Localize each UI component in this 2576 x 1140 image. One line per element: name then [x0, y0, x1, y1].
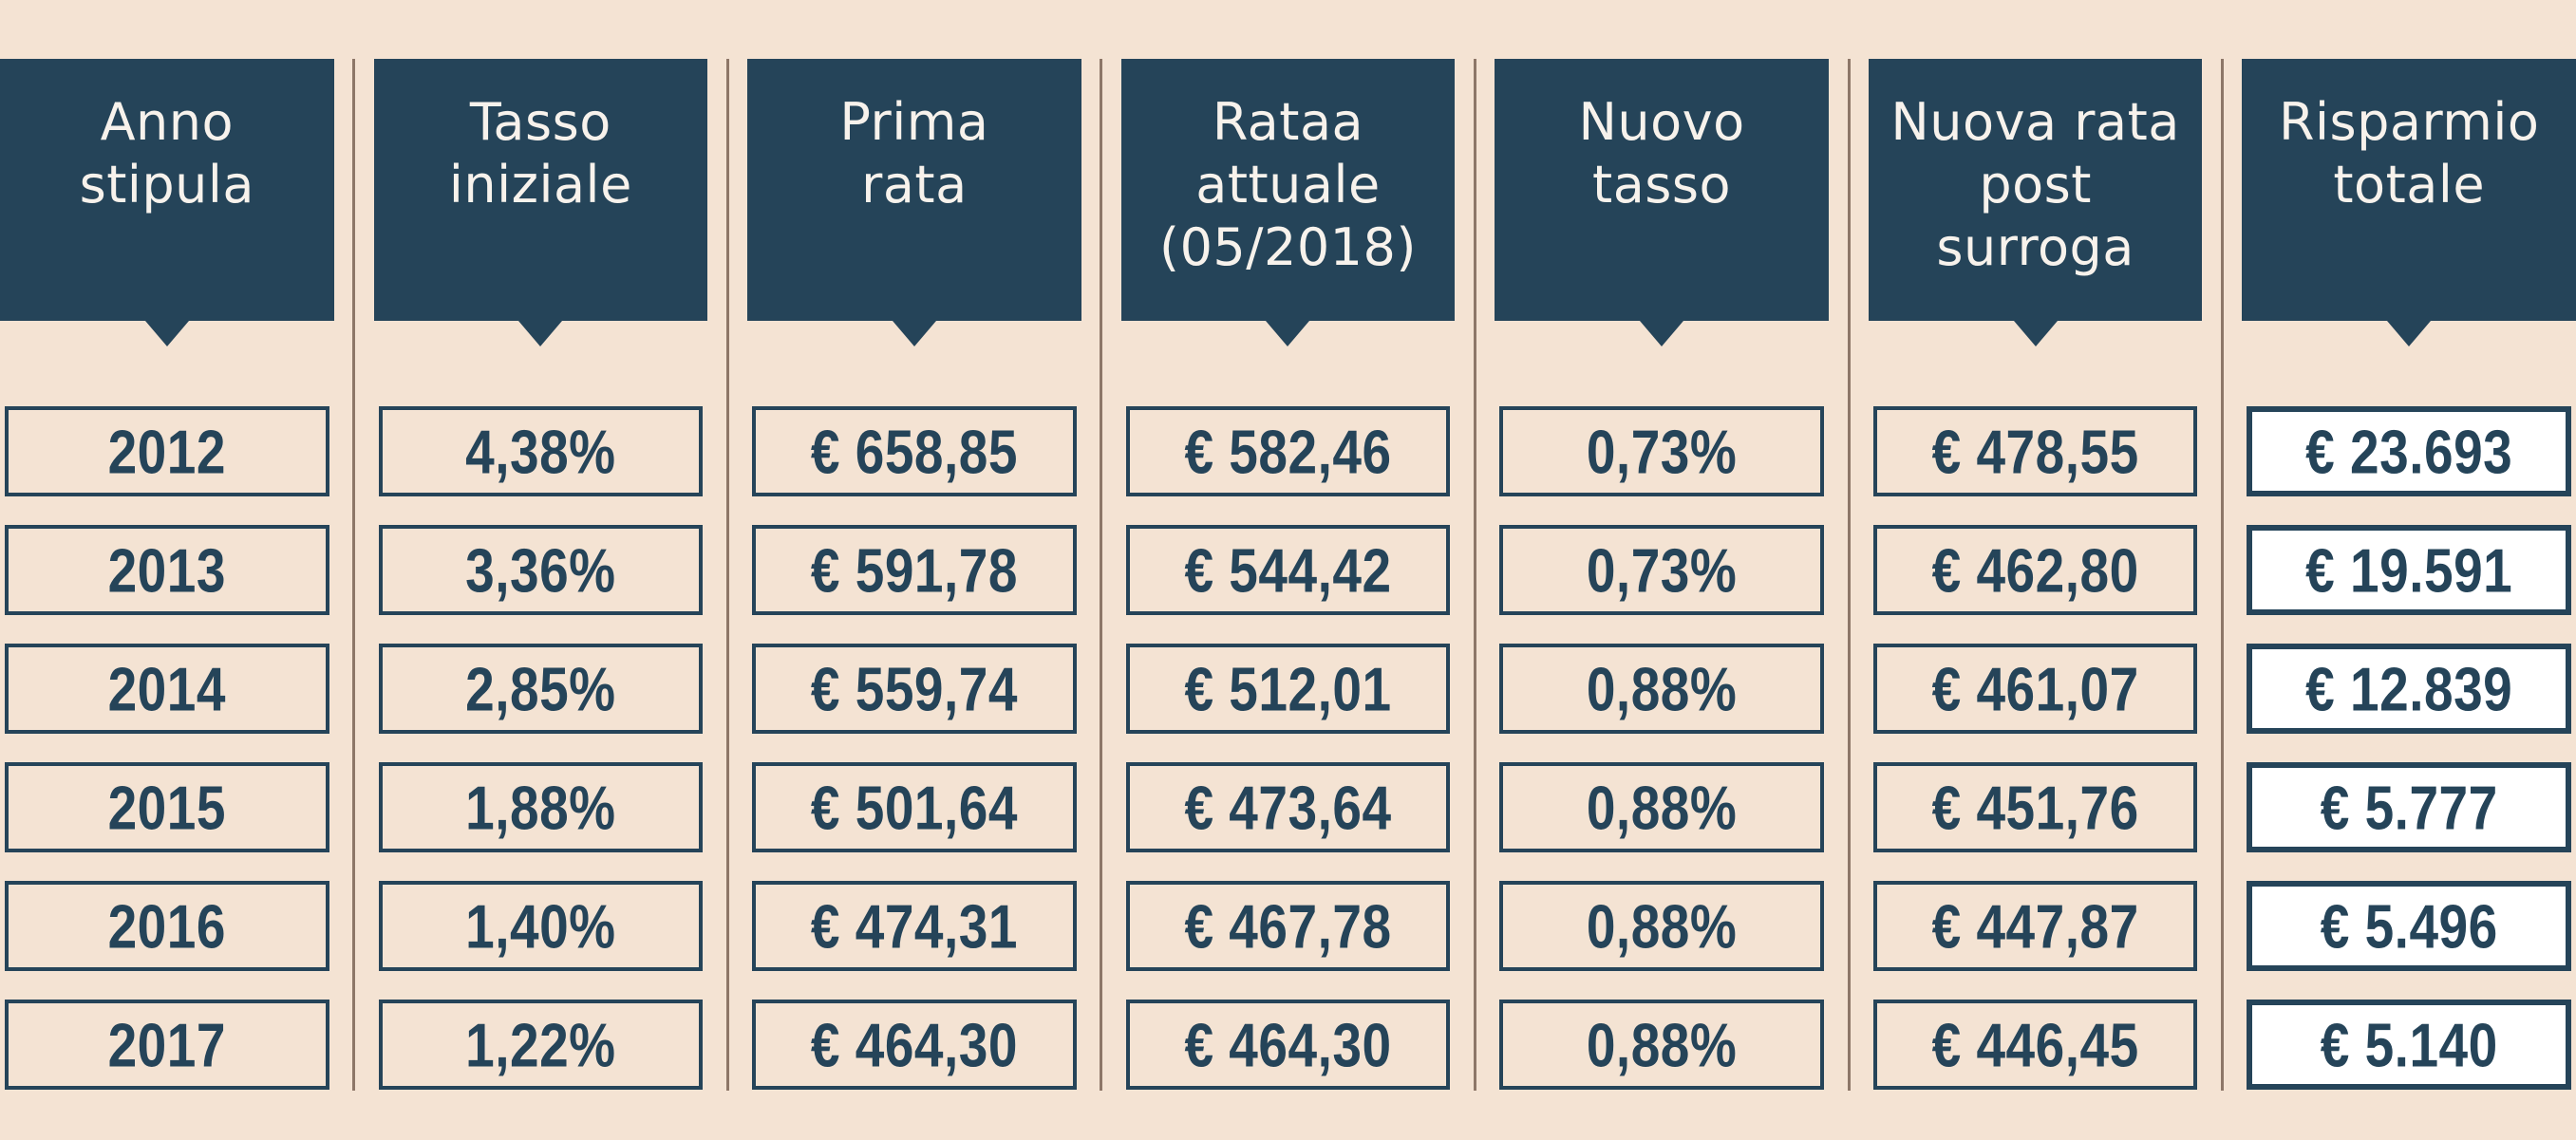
table-cell: € 447,87 — [1872, 881, 2198, 971]
table-cell: € 478,55 — [1872, 406, 2198, 496]
table-cell: € 446,45 — [1872, 1000, 2198, 1090]
table-cell: € 451,76 — [1872, 762, 2198, 852]
table-cell: € 5.496 — [2247, 881, 2571, 971]
table-cell: 2014 — [5, 644, 329, 734]
table-cell: € 5.140 — [2247, 1000, 2571, 1090]
column-header: Anno stipula — [0, 59, 334, 346]
column-header-label: Prima rata — [839, 92, 989, 215]
table-cell: 2017 — [5, 1000, 329, 1090]
column-risparmio-totale: Risparmio totale € 23.693 € 19.591 € 12.… — [2242, 0, 2576, 1140]
table-cell: € 12.839 — [2247, 644, 2571, 734]
table-cell: € 501,64 — [752, 762, 1077, 852]
table-cell: € 658,85 — [752, 406, 1077, 496]
column-header: Prima rata — [747, 59, 1081, 346]
column-header-label: Nuovo tasso — [1578, 92, 1745, 215]
table-cell: 0,88% — [1499, 1000, 1824, 1090]
table-cell: € 23.693 — [2247, 406, 2571, 496]
table-cell: 2013 — [5, 525, 329, 615]
column-header: Risparmio totale — [2242, 59, 2576, 346]
table-cell: € 473,64 — [1125, 762, 1451, 852]
column-header-label: Tasso iniziale — [448, 92, 632, 215]
table-cell: 0,88% — [1499, 881, 1824, 971]
table-cell: € 464,30 — [752, 1000, 1077, 1090]
column-divider — [1100, 59, 1102, 1091]
table-cell: 0,73% — [1499, 406, 1824, 496]
table-cell: 3,36% — [378, 525, 704, 615]
table-cell: € 582,46 — [1125, 406, 1451, 496]
column-divider — [1474, 59, 1476, 1091]
table-cell: € 467,78 — [1125, 881, 1451, 971]
table-cell: € 461,07 — [1872, 644, 2198, 734]
table-cell: € 19.591 — [2247, 525, 2571, 615]
table-cell: 2015 — [5, 762, 329, 852]
table-cell: € 474,31 — [752, 881, 1077, 971]
column-divider — [1848, 59, 1851, 1091]
column-divider — [2221, 59, 2224, 1091]
column-tasso-iniziale: Tasso iniziale 4,38% 3,36% 2,85% 1,88% 1… — [373, 0, 708, 1140]
column-header: Nuovo tasso — [1495, 59, 1829, 346]
column-header-label: Anno stipula — [79, 92, 254, 215]
column-divider — [352, 59, 355, 1091]
table-cell: € 462,80 — [1872, 525, 2198, 615]
column-header-label: Rataa attuale (05/2018) — [1159, 92, 1417, 277]
column-header: Tasso iniziale — [373, 59, 708, 346]
table-cell: 0,73% — [1499, 525, 1824, 615]
table-cell: 1,88% — [378, 762, 704, 852]
table-cell: € 559,74 — [752, 644, 1077, 734]
table-cell: 0,88% — [1499, 762, 1824, 852]
column-header-label: Risparmio totale — [2279, 92, 2540, 215]
table-cell: 1,22% — [378, 1000, 704, 1090]
table-cell: € 544,42 — [1125, 525, 1451, 615]
table-cell: 1,40% — [378, 881, 704, 971]
column-header: Nuova rata post surroga — [1868, 59, 2203, 346]
column-prima-rata: Prima rata € 658,85 € 591,78 € 559,74 € … — [747, 0, 1081, 1140]
column-divider — [726, 59, 729, 1091]
table-cell: € 464,30 — [1125, 1000, 1451, 1090]
column-nuova-rata-post-surroga: Nuova rata post surroga € 478,55 € 462,8… — [1868, 0, 2203, 1140]
table-cell: 2012 — [5, 406, 329, 496]
column-header-label: Nuova rata post surroga — [1890, 92, 2180, 277]
column-rata-attuale: Rataa attuale (05/2018) € 582,46 € 544,4… — [1120, 0, 1456, 1140]
column-nuovo-tasso: Nuovo tasso 0,73% 0,73% 0,88% 0,88% 0,88… — [1495, 0, 1829, 1140]
table-cell: € 591,78 — [752, 525, 1077, 615]
table-cell: € 5.777 — [2247, 762, 2571, 852]
table-cell: 0,88% — [1499, 644, 1824, 734]
table-cell: 2,85% — [378, 644, 704, 734]
table-cell: 4,38% — [378, 406, 704, 496]
table-cell: 2016 — [5, 881, 329, 971]
column-anno-stipula: Anno stipula 2012 2013 2014 2015 2016 20… — [0, 0, 334, 1140]
column-header: Rataa attuale (05/2018) — [1120, 59, 1456, 346]
table-cell: € 512,01 — [1125, 644, 1451, 734]
